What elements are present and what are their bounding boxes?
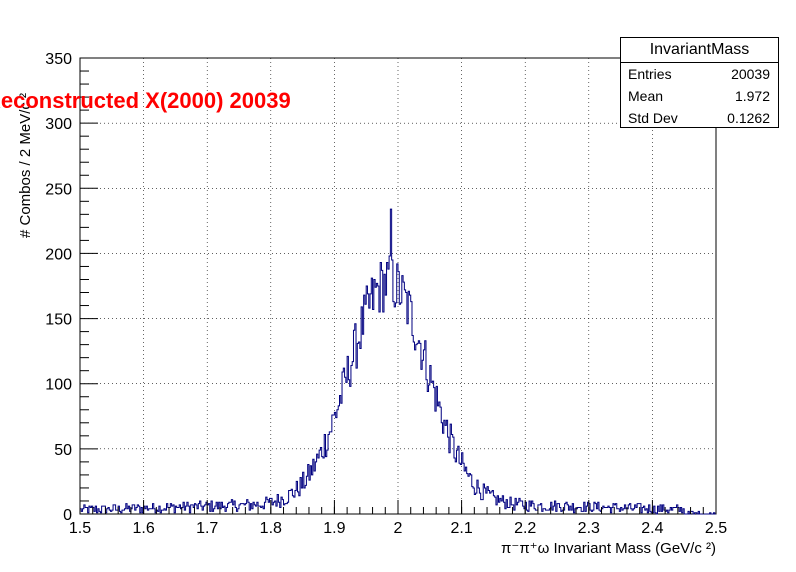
stats-box: InvariantMass Entries 20039 Mean 1.972 S… bbox=[620, 37, 779, 128]
y-tick-label: 100 bbox=[45, 377, 72, 394]
y-tick-label: 250 bbox=[45, 181, 72, 198]
y-tick-label: 350 bbox=[45, 51, 72, 68]
stats-mean-value: 1.972 bbox=[734, 88, 770, 104]
x-tick-label: 2.4 bbox=[641, 520, 663, 537]
x-tick-label: 1.5 bbox=[69, 520, 91, 537]
stats-name: InvariantMass bbox=[621, 38, 778, 63]
x-tick-label: 1.8 bbox=[260, 520, 282, 537]
x-axis-label: π⁻π⁺ω Invariant Mass (GeV/c ²) bbox=[501, 540, 716, 557]
x-tick-label: 2.1 bbox=[450, 520, 472, 537]
y-tick-label: 300 bbox=[45, 116, 72, 133]
stats-std-label: Std Dev bbox=[628, 110, 678, 126]
stats-row-entries: Entries 20039 bbox=[621, 63, 778, 85]
y-tick-label: 200 bbox=[45, 246, 72, 263]
axes: 1.5 1.6 1.7 1.8 1.9 2 2.1 2.2 2.3 2.4 2.5 0 50 100 150… bbox=[45, 51, 727, 537]
x-tick-label: 1.6 bbox=[132, 520, 154, 537]
x-tick-label: 2.3 bbox=[578, 520, 600, 537]
x-tick-label: 2 bbox=[394, 520, 403, 537]
x-tick-label: 2.2 bbox=[514, 520, 536, 537]
y-axis-label: # Combos / 2 MeV/c ² bbox=[17, 93, 34, 238]
y-tick-label: 50 bbox=[54, 442, 72, 459]
x-tick-label: 1.9 bbox=[323, 520, 345, 537]
stats-entries-label: Entries bbox=[628, 66, 672, 82]
y-tick-label: 150 bbox=[45, 312, 72, 329]
stats-mean-label: Mean bbox=[628, 88, 664, 104]
stats-row-mean: Mean 1.972 bbox=[621, 85, 778, 107]
histogram-series bbox=[80, 208, 716, 515]
chart-title: Reconstructed X(2000) 20039 bbox=[0, 88, 291, 113]
y-tick-label: 0 bbox=[63, 507, 72, 524]
grid-lines bbox=[80, 58, 716, 514]
stats-row-std: Std Dev 0.1262 bbox=[621, 107, 778, 129]
stats-std-value: 0.1262 bbox=[727, 110, 770, 126]
x-tick-label: 2.5 bbox=[705, 520, 727, 537]
stats-entries-value: 20039 bbox=[731, 66, 770, 82]
x-tick-label: 1.7 bbox=[196, 520, 218, 537]
